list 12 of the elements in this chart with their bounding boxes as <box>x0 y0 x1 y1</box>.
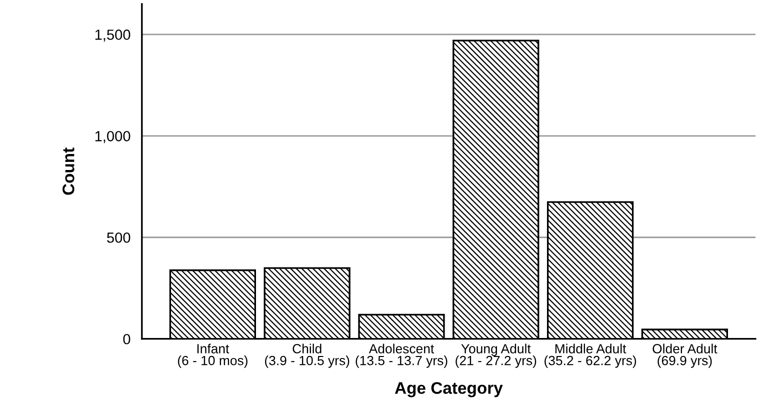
y-tick-label: 1,500 <box>95 30 130 42</box>
y-tick-label: 0 <box>123 334 130 344</box>
y-tick-label: 500 <box>107 232 130 243</box>
x-tick-label: Middle Adult (35.2 - 62.2 yrs) <box>544 344 636 368</box>
x-tick-label: Child (3.9 - 10.5 yrs) <box>265 344 350 368</box>
x-tick-label: Young Adult (21 - 27.2 yrs) <box>456 344 536 368</box>
y-tick-label: 1,000 <box>95 131 130 144</box>
x-tick-label: Older Adult (69.9 yrs) <box>652 344 718 368</box>
x-tick-label: Infant (6 - 10 mos) <box>178 344 248 368</box>
x-tick-label: Adolescent (13.5 - 13.7 yrs) <box>356 344 448 368</box>
x-axis-title: Age Category <box>394 382 503 398</box>
y-axis-title: Count <box>62 148 74 195</box>
